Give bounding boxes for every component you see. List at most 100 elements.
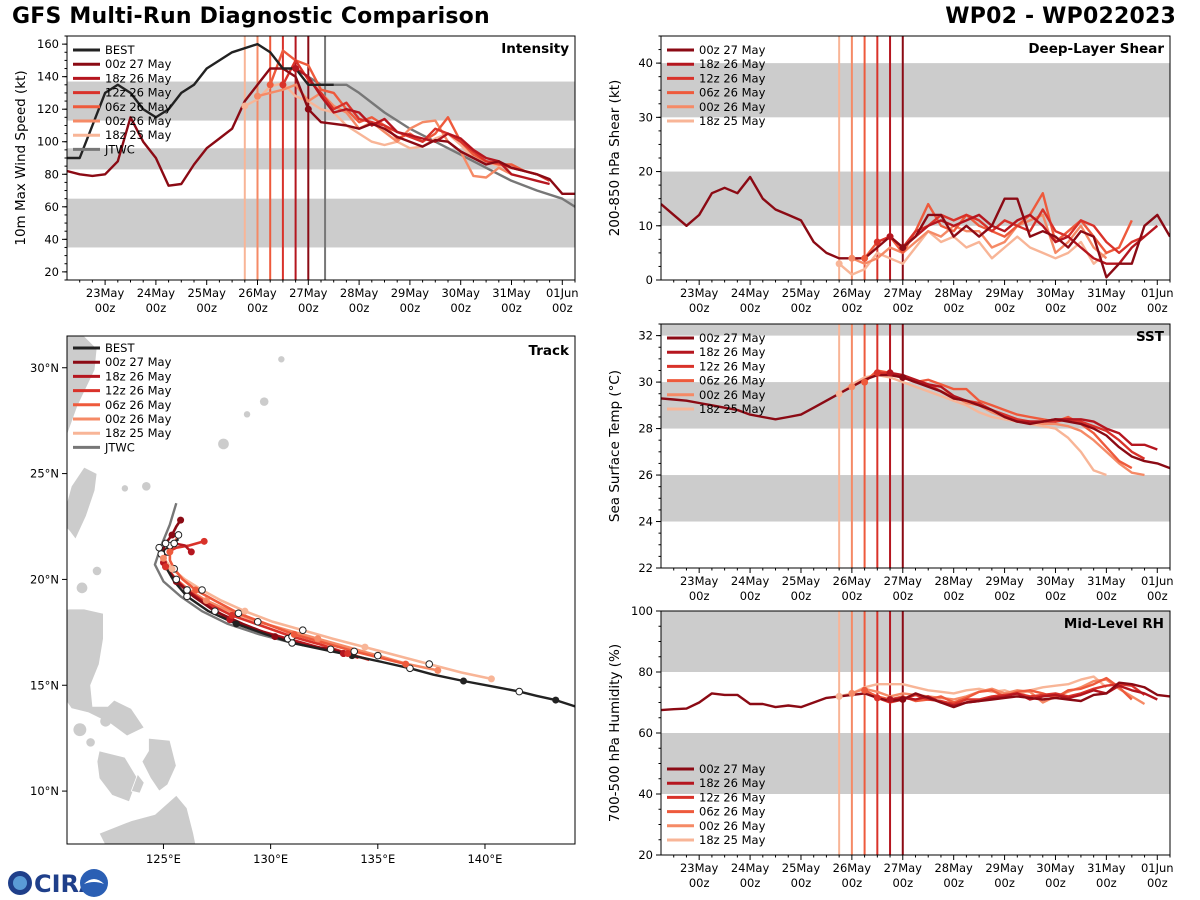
y-tick-label: 60 [638,726,653,740]
init-marker [848,689,856,697]
track-point-open [183,586,191,594]
x-tick-label: 24May [731,574,770,588]
x-tick-label: 27May [289,286,328,300]
legend-label: 18z 25 May [699,114,766,128]
x-tick-label: 00z [943,301,964,315]
legend-label: 06z 26 May [105,398,172,412]
series-line-12z-26-May [876,208,1145,255]
init-marker [873,238,881,246]
track-point-filled [168,531,176,539]
track-line-18z-25-May [157,547,492,681]
legend-label: 00z 27 May [699,762,766,776]
track-point-open [198,586,206,594]
y-tick-label: 10 [638,219,653,233]
small-island [142,481,151,491]
y-tick-label: 60 [44,200,59,214]
track-point-open [183,592,191,601]
track-point-filled [162,563,170,571]
small-island [121,485,129,492]
x-tick-label: 00z [740,301,761,315]
cebu-land [130,773,145,794]
x-tick-label: 30May [441,286,480,300]
x-tick-label: 00z [400,301,421,315]
x-tick-label: 25May [782,861,821,875]
x-tick-label: 30May [1036,286,1075,300]
x-tick-label: 00z [791,301,812,315]
x-tick-label: 00z [689,876,710,890]
track-line-JTWC [153,502,293,645]
track-point-open [374,651,382,660]
samar-land [141,737,177,792]
plot-area-track [67,336,575,844]
legend-label: 18z 26 May [105,71,172,85]
track-point-open [234,609,243,618]
track-point-open [211,607,219,615]
legend-label: 12z 26 May [105,86,172,100]
x-tick-label: 00z [501,301,522,315]
plot-area-intensity [67,36,575,280]
small-island [243,411,251,418]
track-point-filled [192,586,200,594]
x-tick-label: 00z [95,301,116,315]
x-tick-label: 23May [680,861,719,875]
x-tick-label: 00z [298,301,319,315]
track-point-filled [200,537,208,545]
track-point-filled [434,666,442,674]
x-tick-label: 00z [791,589,812,603]
panel-shear: 23May00z24May00z25May00z26May00z27May00z… [607,35,1174,315]
mindanao-land [98,794,197,844]
legend-label: 18z 26 May [699,57,766,71]
legend-label: 00z 27 May [105,355,172,369]
logo-bird-icon [84,879,104,884]
series-line-00z-27-May [661,175,1170,279]
track-point-filled [361,643,369,651]
legend-label: 00z 26 May [699,819,766,833]
x-tick-label: 00z [1045,589,1066,603]
x-tick-label: 27May [884,861,923,875]
y-axis-label: 200-850 hPa Shear (kt) [607,80,623,237]
series-line-18z-26-May [294,67,550,186]
x-tick-label: 25May [782,574,821,588]
legend-label: BEST [105,43,135,57]
legend-label: 00z 26 May [105,114,172,128]
x-tick-label: 00z [842,876,863,890]
plot-area-sst [661,324,1170,568]
x-tick-label: 30May [1036,861,1075,875]
x-tick-label: 00z [740,876,761,890]
legend-label: 06z 26 May [699,86,766,100]
y-tick-label: 20 [638,165,653,179]
shaded-band [661,171,1170,226]
legend-label: 18z 26 May [699,776,766,790]
y-tick-label: 0 [646,273,653,287]
track-point-open [161,539,170,548]
panel-sst: 23May00z24May00z25May00z26May00z27May00z… [607,323,1174,603]
x-tick-label: 24May [731,286,770,300]
init-marker [241,102,249,110]
y-tick-label: 30°N [30,361,59,375]
x-tick-label: 00z [943,876,964,890]
x-tick-label: 24May [731,861,770,875]
init-marker [848,383,856,391]
shaded-band [661,324,1170,336]
legend-label: JTWC [104,142,135,156]
storm-id-title: WP02 - WP022023 [945,4,1176,29]
x-tick-label: 01Jun [1141,861,1174,875]
x-tick-label: 130°E [253,852,288,866]
track-point-open [172,575,181,584]
x-tick-label: 28May [340,286,379,300]
x-tick-label: 00z [349,301,370,315]
legend-label: 00z 26 May [105,412,172,426]
x-tick-label: 31May [492,286,531,300]
x-tick-label: 125°E [146,852,181,866]
logo-seal-icon [80,869,108,897]
track-point-filled [290,630,298,638]
y-tick-label: 30 [638,375,653,389]
track-point-filled [487,675,495,683]
x-tick-label: 31May [1087,286,1126,300]
track-line-00z-26-May [162,542,439,672]
y-axis-label: Sea Surface Temp (°C) [607,370,623,522]
x-tick-label: 00z [1096,876,1117,890]
legend-label: 12z 26 May [699,359,766,373]
y-tick-label: 20 [44,265,59,279]
